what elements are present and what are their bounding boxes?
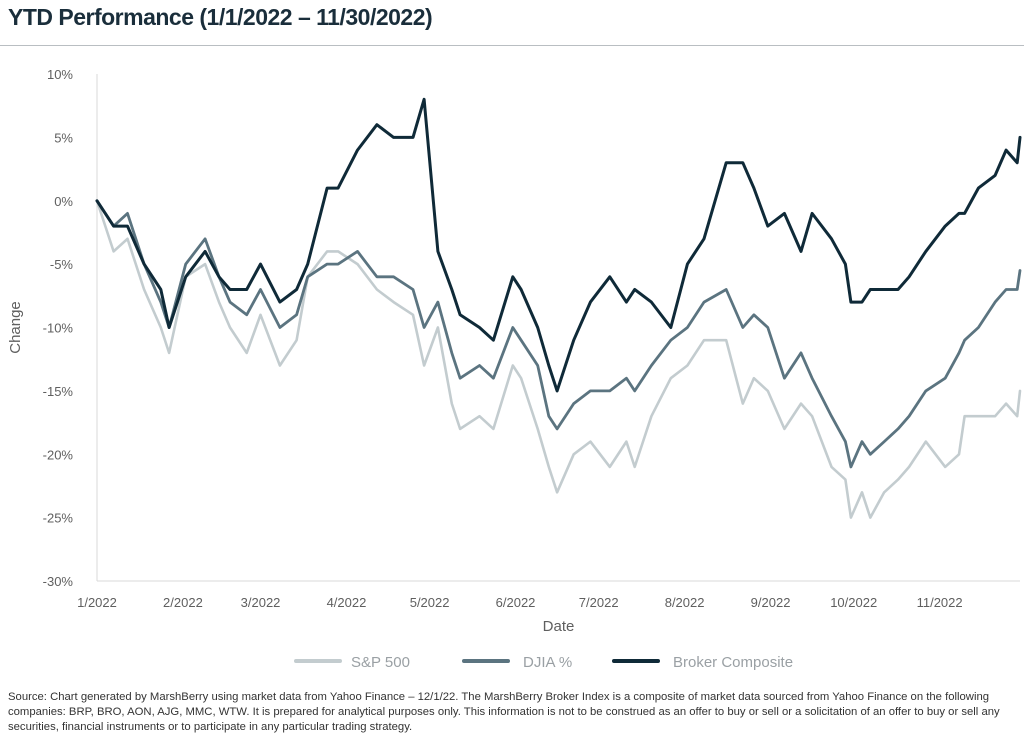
series-lines (95, 97, 1022, 519)
x-axis-title: Date (543, 618, 575, 635)
x-tick-label: 9/2022 (751, 595, 791, 610)
y-tick-label: -10% (43, 321, 74, 336)
legend-label: DJIA % (523, 654, 572, 671)
y-axis-title: Change (7, 301, 24, 354)
x-tick-label: 1/2022 (77, 595, 117, 610)
legend-label: S&P 500 (351, 654, 410, 671)
x-tick-label: 4/2022 (327, 595, 367, 610)
y-tick-label: -15% (43, 384, 74, 399)
legend: S&P 500 DJIA % Broker Composite (294, 654, 793, 671)
series-line-broker-composite (95, 97, 1022, 393)
legend-label: Broker Composite (673, 654, 793, 671)
y-tick-labels: 10% 5% 0% -5% -10% -15% -20% -25% -30% (43, 67, 74, 589)
y-tick-label: 0% (54, 194, 73, 209)
x-tick-label: 6/2022 (496, 595, 536, 610)
x-tick-label: 8/2022 (665, 595, 705, 610)
x-tick-label: 2/2022 (163, 595, 203, 610)
series-line-s-p-500 (95, 199, 1022, 519)
x-tick-labels: 1/2022 2/2022 3/2022 4/2022 5/2022 6/2022 7/20… (77, 595, 963, 610)
x-tick-label: 7/2022 (579, 595, 619, 610)
x-tick-label: 11/2022 (917, 595, 963, 610)
x-tick-label: 5/2022 (410, 595, 450, 610)
line-chart: 10% 5% 0% -5% -10% -15% -20% -25% -30% 1/2022 2/2… (7, 67, 1022, 671)
y-tick-label: -20% (43, 447, 74, 462)
series-line-djia (95, 199, 1022, 469)
y-tick-label: 10% (47, 67, 73, 82)
title-divider (0, 45, 1024, 46)
page-title: YTD Performance (1/1/2022 – 11/30/2022) (8, 4, 433, 30)
y-tick-label: -30% (43, 574, 74, 589)
source-note: Source: Chart generated by MarshBerry us… (8, 691, 1000, 733)
y-tick-label: -5% (50, 257, 74, 272)
x-tick-label: 10/2022 (830, 595, 877, 610)
x-tick-label: 3/2022 (241, 595, 281, 610)
y-tick-label: 5% (54, 130, 73, 145)
y-tick-label: -25% (43, 511, 74, 526)
